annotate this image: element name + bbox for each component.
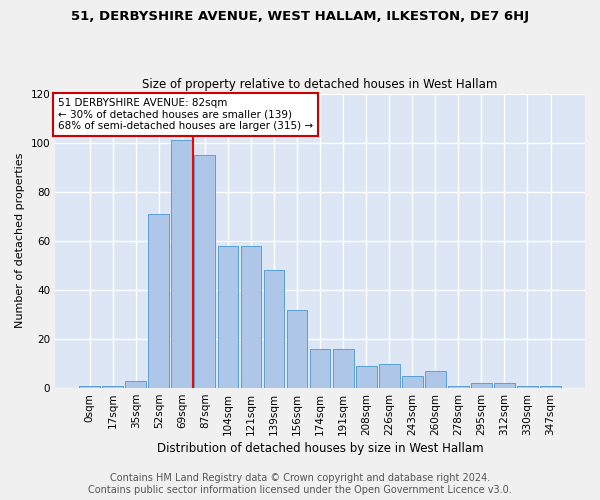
Bar [402, 376, 422, 388]
Bar [194, 155, 215, 388]
Bar [379, 364, 400, 388]
Bar [79, 386, 100, 388]
Bar [241, 246, 262, 388]
Bar [494, 383, 515, 388]
Bar [125, 380, 146, 388]
Bar [310, 349, 331, 388]
Y-axis label: Number of detached properties: Number of detached properties [15, 153, 25, 328]
Bar [218, 246, 238, 388]
Bar [471, 383, 492, 388]
Bar [540, 386, 561, 388]
Title: Size of property relative to detached houses in West Hallam: Size of property relative to detached ho… [142, 78, 498, 91]
Bar [448, 386, 469, 388]
Bar [333, 349, 353, 388]
Text: Contains HM Land Registry data © Crown copyright and database right 2024.
Contai: Contains HM Land Registry data © Crown c… [88, 474, 512, 495]
Text: 51, DERBYSHIRE AVENUE, WEST HALLAM, ILKESTON, DE7 6HJ: 51, DERBYSHIRE AVENUE, WEST HALLAM, ILKE… [71, 10, 529, 23]
Bar [356, 366, 377, 388]
X-axis label: Distribution of detached houses by size in West Hallam: Distribution of detached houses by size … [157, 442, 484, 455]
Bar [425, 371, 446, 388]
Bar [517, 386, 538, 388]
Bar [172, 140, 192, 388]
Bar [263, 270, 284, 388]
Bar [287, 310, 307, 388]
Bar [102, 386, 123, 388]
Bar [148, 214, 169, 388]
Text: 51 DERBYSHIRE AVENUE: 82sqm
← 30% of detached houses are smaller (139)
68% of se: 51 DERBYSHIRE AVENUE: 82sqm ← 30% of det… [58, 98, 313, 131]
